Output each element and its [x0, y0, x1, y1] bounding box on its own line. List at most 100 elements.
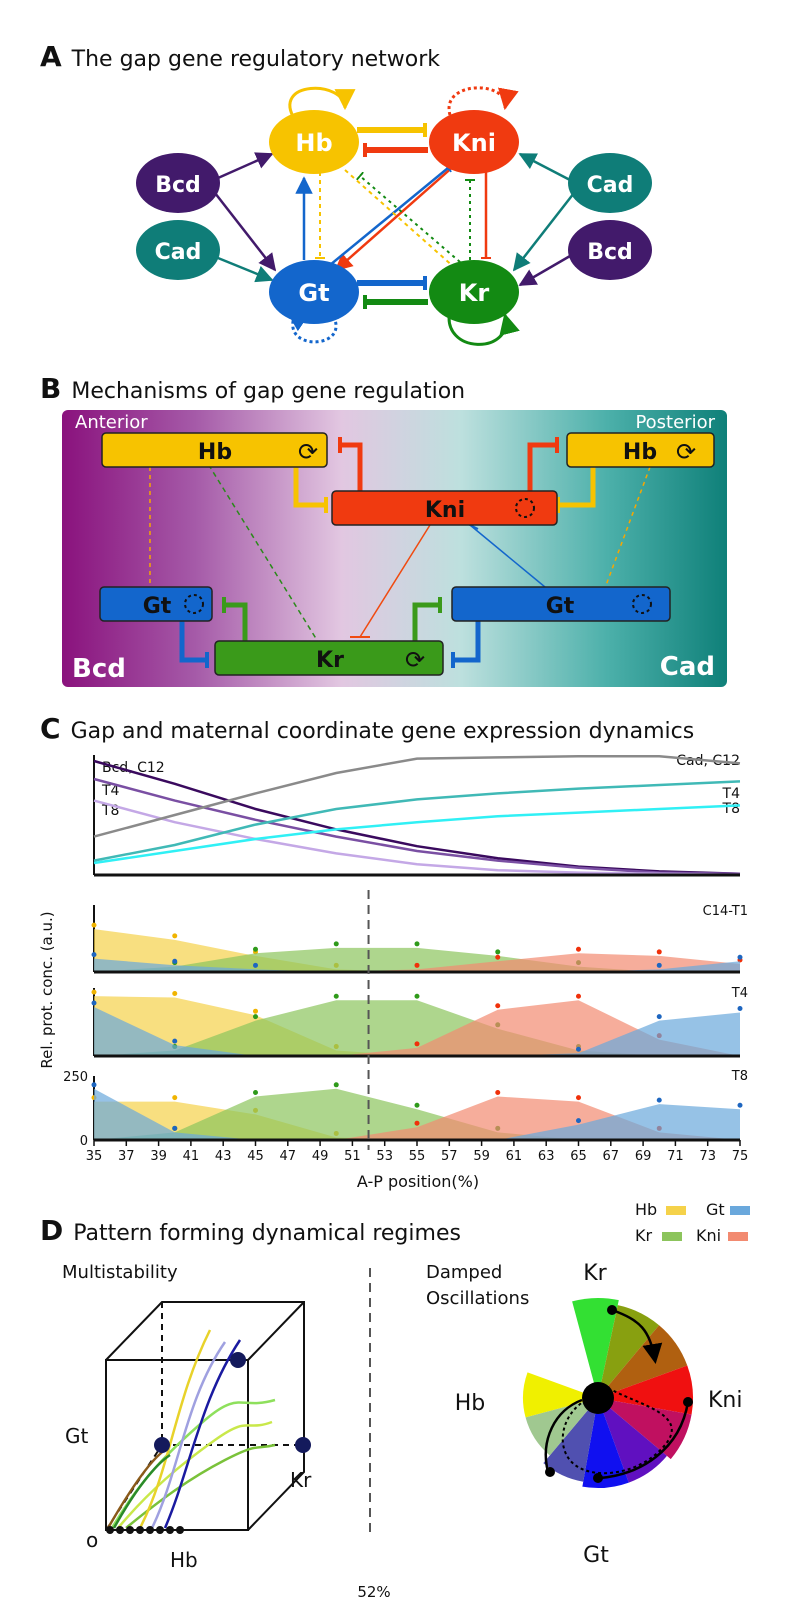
box-kni-label: Kni [425, 498, 465, 523]
data-point [414, 962, 420, 968]
panel-a-network-diagram: Hb Kni Gt Kr Bcd Cad Cad Bcd [136, 86, 652, 346]
node-hb-label: Hb [295, 129, 332, 157]
area-kni-row-0 [94, 953, 740, 972]
data-point [576, 1118, 581, 1124]
x-tick-label: 71 [667, 1149, 684, 1164]
box-kr-label: Kr [316, 648, 344, 673]
node-bcd-right-label: Bcd [587, 240, 633, 265]
x-tick-label: 47 [280, 1149, 297, 1164]
row-label-t4: T4 [731, 986, 748, 1001]
data-point [656, 962, 662, 968]
node-cad-right-label: Cad [587, 173, 634, 198]
label-cad-t4: T4 [722, 786, 741, 802]
x-tick-label: 73 [699, 1149, 716, 1164]
node-bcd-left-label: Bcd [155, 173, 201, 198]
data-point [333, 941, 339, 947]
data-point [333, 993, 339, 999]
legend-gt-swatch [730, 1206, 750, 1215]
wheel-label-kni: Kni [708, 1388, 742, 1413]
node-kr: Kr [429, 260, 519, 324]
data-point [576, 993, 581, 999]
series-line-3 [93, 754, 741, 838]
wheel-sector [598, 1365, 694, 1415]
cube-label-gt: Gt [65, 1424, 88, 1448]
legend-hb-swatch [666, 1206, 686, 1215]
x-tick-label: 61 [506, 1149, 523, 1164]
node-gt-label: Gt [298, 279, 329, 307]
row-label-c14-t1: C14-T1 [703, 904, 748, 919]
data-point [253, 1014, 258, 1020]
data-point [576, 1046, 581, 1052]
data-point [253, 946, 258, 952]
x-tick-label: 41 [183, 1149, 200, 1164]
data-point [253, 1089, 258, 1095]
wheel-sector [525, 1398, 598, 1456]
box-hb-left-label: Hb [198, 440, 232, 465]
legend: Hb Gt Kr Kni [635, 1200, 750, 1245]
wheel-label-hb: Hb [455, 1391, 486, 1416]
dashed-cycle-icon [184, 594, 204, 614]
x-tick-label: 63 [538, 1149, 555, 1164]
legend-kni-label: Kni [696, 1226, 721, 1245]
node-gt: Gt [269, 260, 359, 324]
area-gt-row-1 [94, 1007, 740, 1056]
multistability-title: Multistability [62, 1262, 178, 1283]
panel-d-regimes: Multistability Damped Oscillations [62, 1261, 742, 1601]
data-point [495, 949, 501, 955]
data-point [414, 1120, 420, 1126]
wheel-sector [523, 1372, 598, 1418]
data-point [656, 1097, 662, 1103]
data-point [414, 993, 420, 999]
cube-label-kr: Kr [290, 1468, 312, 1492]
panel-a-heading: A The gap gene regulatory network [40, 40, 441, 73]
posterior-label: Posterior [635, 412, 715, 433]
x-tick-label: 67 [603, 1149, 620, 1164]
panel-c-heading: C Gap and maternal coordinate gene expres… [40, 712, 695, 745]
area-kr-row-2 [94, 1088, 740, 1140]
data-point [737, 1102, 743, 1108]
data-point [414, 941, 420, 947]
legend-kr-label: Kr [635, 1226, 652, 1245]
data-point [414, 1041, 420, 1047]
node-bcd-right: Bcd [568, 220, 652, 280]
x-tick-label: 37 [118, 1149, 135, 1164]
attractor-hb-gt [230, 1352, 246, 1368]
data-point [495, 1003, 501, 1009]
damped-title-line1: Damped [426, 1262, 502, 1283]
ytick-250: 250 [63, 1070, 88, 1085]
x-axis-label: A-P position(%) [357, 1172, 479, 1191]
series-line-0 [93, 759, 741, 876]
wheel-sector [582, 1398, 629, 1488]
data-point [91, 1082, 97, 1088]
data-point [656, 1014, 662, 1020]
x-tick-label: 53 [376, 1149, 393, 1164]
attractor-kr [295, 1437, 311, 1453]
box-hb-right: Hb ⟳ [566, 432, 715, 468]
data-point [576, 1095, 581, 1101]
area-kni-row-1 [94, 1000, 740, 1056]
panel-c-charts: Rel. prot. conc. (a.u.) A-P position(%) … [38, 753, 749, 1191]
ytick-0: 0 [80, 1134, 88, 1149]
cycle-icon: ⟳ [298, 438, 318, 466]
data-point [172, 933, 178, 939]
x-tick-label: 57 [441, 1149, 458, 1164]
node-cad-left-label: Cad [155, 240, 202, 265]
data-point [172, 1038, 178, 1044]
x-tick-label: 59 [473, 1149, 490, 1164]
chart-layer: 35 37 39 41 43 45 47 49 51 53 55 57 59 61 63 65 67 69 71 73… [86, 754, 749, 1164]
x-tick-label: 65 [570, 1149, 587, 1164]
x-tick-label: 45 [247, 1149, 264, 1164]
data-point [172, 1125, 178, 1131]
data-point [737, 954, 743, 960]
node-kni-label: Kni [452, 129, 496, 157]
x-tick-label: 75 [732, 1149, 749, 1164]
damped-title-line2: Oscillations [426, 1288, 529, 1309]
box-kr: Kr ⟳ [214, 640, 444, 676]
data-point [656, 949, 662, 955]
dashed-cycle-icon [632, 594, 652, 614]
node-cad-right: Cad [568, 153, 652, 213]
data-point [333, 1082, 339, 1088]
legend-kr-swatch [662, 1232, 682, 1241]
legend-kni-swatch [728, 1232, 748, 1241]
x-tick-label: 49 [312, 1149, 329, 1164]
